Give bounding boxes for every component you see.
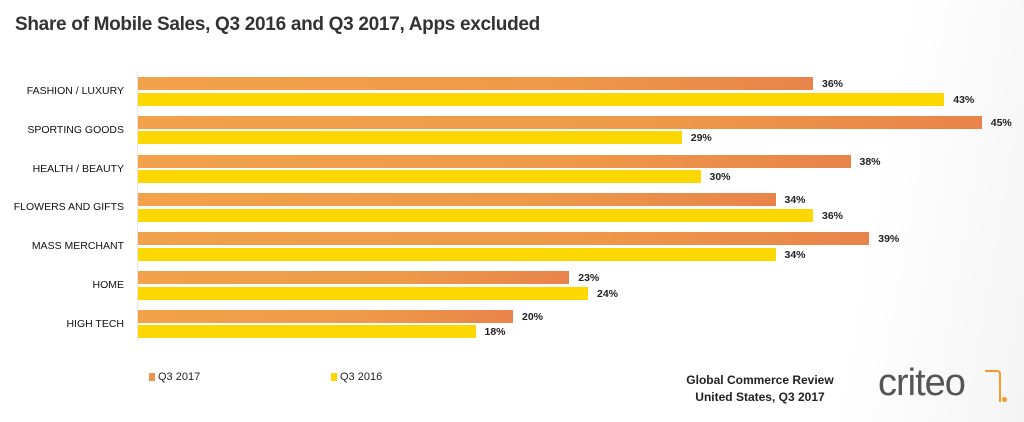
legend-label: Q3 2016 bbox=[340, 371, 383, 383]
legend-swatch bbox=[331, 373, 337, 381]
data-label: 24% bbox=[597, 287, 619, 300]
legend-item-q3-2017: Q3 2017 bbox=[149, 371, 200, 383]
data-label: 23% bbox=[578, 272, 600, 284]
bar-q3-2016 bbox=[138, 208, 813, 222]
logo-dot bbox=[1002, 397, 1007, 402]
data-label: 45% bbox=[990, 116, 1012, 129]
axis-line bbox=[137, 72, 138, 342]
data-label: 43% bbox=[953, 93, 975, 106]
data-label: 29% bbox=[690, 132, 712, 145]
bar-q3-2017 bbox=[138, 115, 982, 129]
bar-q3-2017 bbox=[138, 271, 570, 284]
bar-q3-2016 bbox=[138, 325, 476, 339]
bar-q3-2016 bbox=[138, 247, 776, 261]
data-label: 20% bbox=[522, 310, 544, 323]
chart-title: Share of Mobile Sales, Q3 2016 and Q3 20… bbox=[15, 14, 540, 35]
category-label: Fashion / Luxury bbox=[26, 85, 124, 97]
legend-item-q3-2016: Q3 2016 bbox=[331, 371, 382, 383]
category-label: Health / Beauty bbox=[32, 162, 124, 175]
data-label: 36% bbox=[822, 78, 844, 90]
criteo-logo: criteo bbox=[878, 362, 966, 404]
source-line-1: Global Commerce Review bbox=[686, 373, 834, 387]
category-label: Home bbox=[92, 279, 125, 291]
data-label: 30% bbox=[709, 171, 731, 184]
legend-swatch bbox=[149, 373, 155, 381]
bar-q3-2017 bbox=[138, 193, 776, 207]
category-label: High Tech bbox=[66, 317, 124, 330]
bar-q3-2017 bbox=[138, 77, 813, 90]
chart-area: Fashion / Luxury 36% 43% Sporting Goods 45% 2… bbox=[13, 72, 1012, 342]
data-label: 34% bbox=[784, 248, 806, 261]
bar-q3-2016 bbox=[138, 92, 945, 106]
category-label: Sporting Goods bbox=[27, 123, 124, 136]
data-label: 38% bbox=[859, 155, 881, 168]
source-line-2: United States, Q3 2017 bbox=[695, 390, 825, 404]
category-label: Mass Merchant bbox=[31, 240, 124, 253]
data-label: 18% bbox=[484, 326, 506, 339]
bar-q3-2017 bbox=[138, 309, 513, 323]
source-note: Global Commerce Review United States, Q3… bbox=[660, 372, 860, 406]
bar-q3-2016 bbox=[138, 286, 588, 300]
bar-q3-2016 bbox=[138, 170, 701, 184]
data-label: 39% bbox=[878, 233, 900, 246]
bar-q3-2017 bbox=[138, 154, 851, 168]
bar-q3-2017 bbox=[138, 232, 870, 246]
data-label: 36% bbox=[822, 209, 844, 222]
logo-mark bbox=[985, 370, 1001, 402]
bar-q3-2016 bbox=[138, 131, 682, 145]
data-label: 34% bbox=[784, 194, 806, 207]
background-decoration bbox=[784, 0, 1024, 422]
legend-label: Q3 2017 bbox=[158, 371, 201, 383]
category-label: Flowers and Gifts bbox=[13, 201, 124, 214]
